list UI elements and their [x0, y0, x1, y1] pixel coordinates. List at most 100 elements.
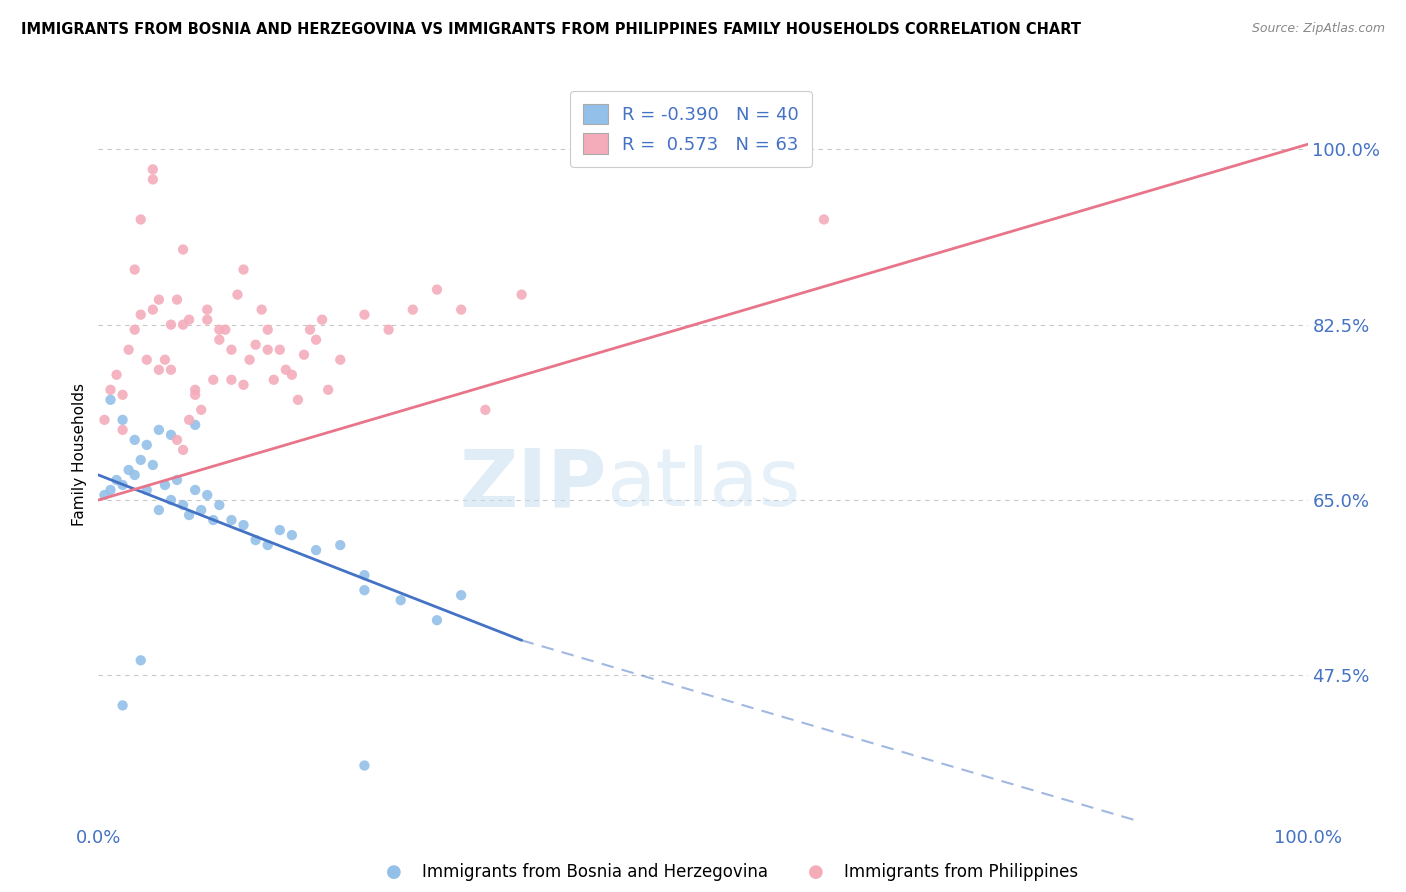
Point — [208, 498, 231, 512]
Text: Immigrants from Philippines: Immigrants from Philippines — [844, 863, 1078, 881]
Point — [184, 388, 207, 402]
Point — [245, 337, 267, 351]
Point — [111, 478, 134, 492]
Point — [389, 593, 412, 607]
Point — [353, 568, 375, 582]
Point — [111, 413, 134, 427]
Text: IMMIGRANTS FROM BOSNIA AND HERZEGOVINA VS IMMIGRANTS FROM PHILIPPINES FAMILY HOU: IMMIGRANTS FROM BOSNIA AND HERZEGOVINA V… — [21, 22, 1081, 37]
Point — [221, 513, 243, 527]
Point — [153, 352, 176, 367]
Point — [214, 323, 236, 337]
Point — [281, 528, 304, 542]
Point — [142, 302, 165, 317]
Text: Source: ZipAtlas.com: Source: ZipAtlas.com — [1251, 22, 1385, 36]
Point — [226, 287, 249, 301]
Point — [316, 383, 339, 397]
Point — [111, 698, 134, 713]
Point — [129, 308, 152, 322]
Point — [190, 402, 212, 417]
Point — [172, 318, 194, 332]
Point — [160, 363, 183, 377]
Point — [377, 323, 399, 337]
Point — [135, 483, 157, 497]
Point — [221, 343, 243, 357]
Point — [208, 323, 231, 337]
Point — [124, 262, 146, 277]
Point — [179, 312, 201, 326]
Text: Immigrants from Bosnia and Herzegovina: Immigrants from Bosnia and Herzegovina — [422, 863, 768, 881]
Point — [250, 302, 273, 317]
Text: ●: ● — [385, 863, 402, 881]
Point — [129, 212, 152, 227]
Point — [148, 293, 170, 307]
Point — [221, 373, 243, 387]
Point — [172, 243, 194, 257]
Point — [184, 417, 207, 432]
Point — [166, 473, 188, 487]
Point — [118, 343, 141, 357]
Point — [184, 383, 207, 397]
Text: atlas: atlas — [606, 445, 800, 524]
Point — [245, 533, 267, 547]
Point — [450, 588, 472, 602]
Point — [510, 287, 533, 301]
Point — [129, 453, 152, 467]
Text: ●: ● — [807, 863, 824, 881]
Point — [93, 413, 115, 427]
Point — [202, 513, 225, 527]
Point — [148, 363, 170, 377]
Y-axis label: Family Households: Family Households — [72, 384, 87, 526]
Point — [172, 498, 194, 512]
Point — [256, 323, 278, 337]
Point — [142, 172, 165, 186]
Point — [184, 483, 207, 497]
Point — [179, 508, 201, 522]
Point — [148, 423, 170, 437]
Point — [353, 308, 375, 322]
Point — [287, 392, 309, 407]
Point — [190, 503, 212, 517]
Point — [129, 653, 152, 667]
Point — [160, 428, 183, 442]
Point — [105, 473, 128, 487]
Point — [426, 283, 449, 297]
Point — [299, 323, 322, 337]
Point — [263, 373, 285, 387]
Point — [232, 262, 254, 277]
Point — [195, 312, 218, 326]
Point — [124, 323, 146, 337]
Point — [474, 402, 496, 417]
Point — [100, 383, 122, 397]
Point — [93, 488, 115, 502]
Point — [353, 758, 375, 772]
Point — [111, 388, 134, 402]
Legend: R = -0.390   N = 40, R =  0.573   N = 63: R = -0.390 N = 40, R = 0.573 N = 63 — [569, 91, 811, 167]
Point — [153, 478, 176, 492]
Point — [329, 352, 352, 367]
Point — [232, 377, 254, 392]
Point — [148, 503, 170, 517]
Point — [135, 352, 157, 367]
Point — [256, 343, 278, 357]
Point — [100, 392, 122, 407]
Point — [105, 368, 128, 382]
Point — [281, 368, 304, 382]
Point — [195, 488, 218, 502]
Point — [402, 302, 425, 317]
Point — [813, 212, 835, 227]
Point — [100, 483, 122, 497]
Point — [124, 467, 146, 482]
Point — [232, 518, 254, 533]
Point — [160, 318, 183, 332]
Point — [305, 333, 328, 347]
Point — [269, 523, 291, 537]
Point — [202, 373, 225, 387]
Point — [166, 433, 188, 447]
Point — [329, 538, 352, 552]
Point — [160, 493, 183, 508]
Point — [311, 312, 333, 326]
Point — [305, 543, 328, 558]
Point — [450, 302, 472, 317]
Point — [256, 538, 278, 552]
Point — [166, 293, 188, 307]
